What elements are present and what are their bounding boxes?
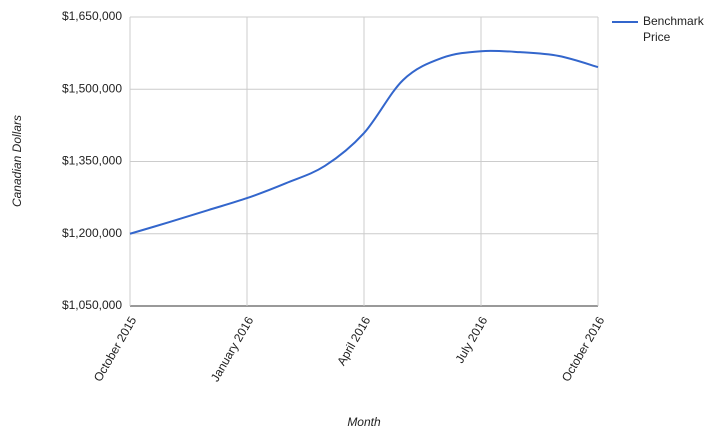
y-tick-label: $1,650,000 (62, 9, 122, 23)
x-tick-label: April 2016 (334, 314, 373, 368)
y-axis-title: Canadian Dollars (10, 115, 24, 207)
y-tick-label: $1,200,000 (62, 226, 122, 240)
legend-label: Benchmark Price (643, 14, 707, 44)
x-tick-label: January 2016 (208, 314, 257, 384)
x-tick-label: October 2016 (559, 314, 608, 384)
line (129, 49, 599, 235)
x-axis-title: Month (347, 415, 381, 429)
y-tick-label: $1,500,000 (62, 81, 122, 95)
x-tick-label: July 2016 (453, 314, 491, 366)
y-tick-label: $1,050,000 (62, 298, 122, 312)
x-tick-label: October 2015 (91, 314, 140, 384)
y-tick-label: $1,350,000 (62, 154, 122, 168)
